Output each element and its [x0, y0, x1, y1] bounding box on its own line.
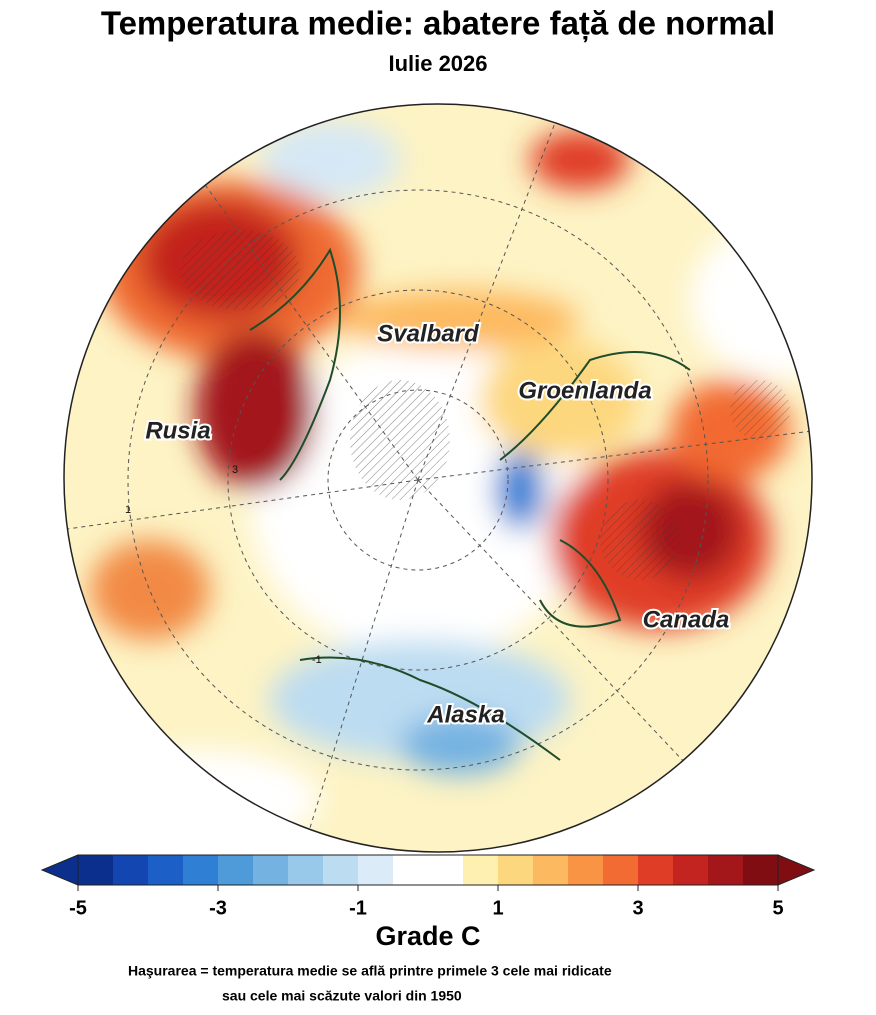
colorbar-segment [568, 855, 604, 885]
colorbar-segment [638, 855, 674, 885]
colorbar-segment [113, 855, 149, 885]
colorbar-segment [253, 855, 289, 885]
colorbar-title: Grade C [375, 921, 480, 951]
colorbar-segment [673, 855, 709, 885]
region-label: Alaska [426, 701, 504, 728]
title: Temperatura medie: abatere față de norma… [101, 5, 775, 43]
colorbar-segment [498, 855, 534, 885]
colorbar-segment [428, 855, 464, 885]
colorbar-tick-label: 5 [772, 897, 783, 919]
contour-label: 1 [125, 504, 131, 516]
subtitle: Iulie 2026 [388, 51, 487, 76]
contour-label: 3 [232, 464, 238, 476]
region-label: Svalbard [377, 320, 480, 347]
colorbar-segment [148, 855, 184, 885]
globe-outline [63, 103, 813, 853]
colorbar-frame [77, 854, 779, 886]
region-label: Groenlanda [518, 377, 651, 404]
colorbar-segment [218, 855, 254, 885]
colorbar-tick-label: -5 [69, 897, 87, 919]
colorbar-segment [743, 855, 779, 885]
colorbar-segment [183, 855, 219, 885]
colorbar-segment [358, 855, 394, 885]
colorbar-tick-label: -3 [209, 897, 227, 919]
colorbar-segment [708, 855, 744, 885]
colorbar-tick-label: 1 [492, 897, 503, 919]
colorbar-segment [533, 855, 569, 885]
colorbar-arrow-low [40, 854, 79, 886]
colorbar-segment [463, 855, 499, 885]
colorbar-segment [288, 855, 324, 885]
colorbar-tick-label: 3 [632, 897, 643, 919]
footnote: sau cele mai scăzute valori din 1950 [222, 988, 462, 1004]
colorbar-segment [78, 855, 114, 885]
region-label: Canada [643, 606, 730, 633]
region-label: Rusia [145, 417, 210, 444]
footnote: Haşurarea = temperatura medie se află pr… [128, 963, 612, 979]
colorbar-segment [393, 855, 429, 885]
colorbar-segment [323, 855, 359, 885]
colorbar-arrow-high [777, 854, 816, 886]
colorbar-tick-label: -1 [349, 897, 367, 919]
colorbar-segment [603, 855, 639, 885]
contour-label: -1 [312, 654, 322, 666]
map [64, 104, 812, 852]
